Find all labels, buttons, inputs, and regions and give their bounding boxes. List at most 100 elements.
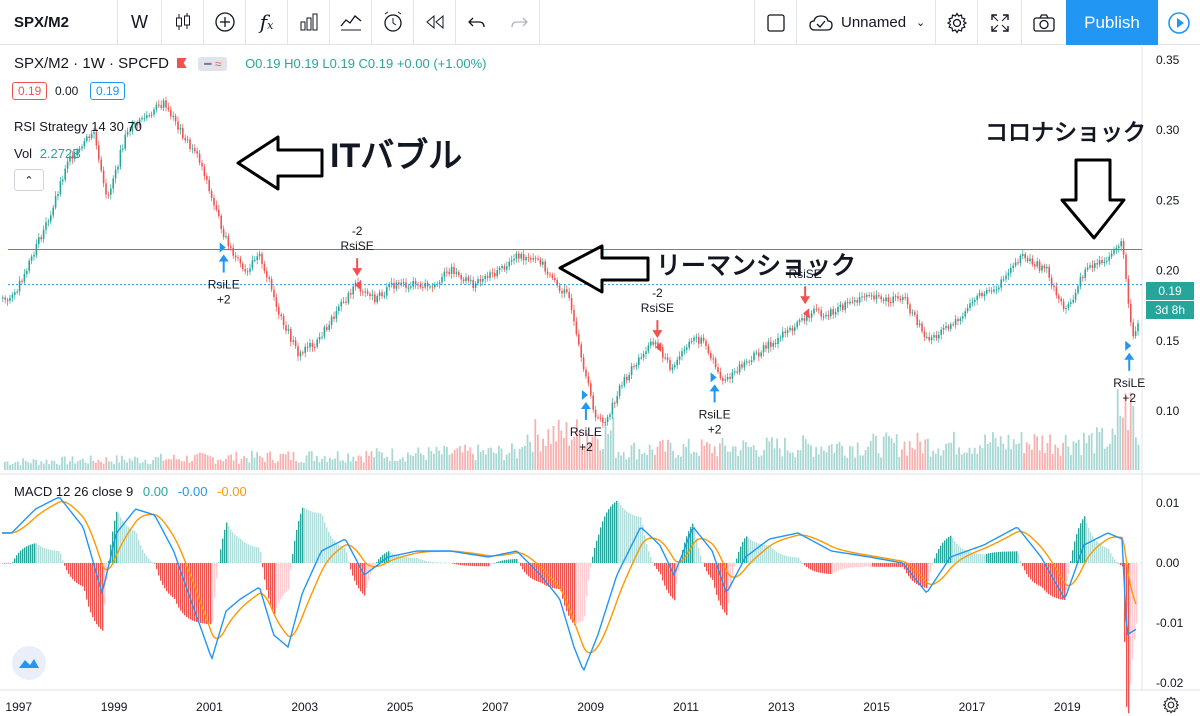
signal-label: RsiSE bbox=[788, 267, 821, 281]
volume-bar bbox=[895, 434, 898, 470]
histogram-bar bbox=[662, 563, 664, 581]
volume-bar bbox=[1041, 435, 1044, 470]
candle-body bbox=[743, 362, 746, 368]
histogram-bar bbox=[478, 563, 480, 567]
candle-body bbox=[786, 330, 789, 334]
volume-bar bbox=[919, 441, 921, 470]
volume-bar bbox=[11, 463, 14, 470]
histogram-bar bbox=[1010, 551, 1012, 563]
candle-body bbox=[1084, 269, 1086, 278]
histogram-bar bbox=[900, 563, 902, 567]
volume-bar bbox=[92, 460, 95, 470]
function-icon: fx bbox=[259, 10, 274, 34]
financials-button[interactable] bbox=[288, 0, 330, 45]
candle-body bbox=[803, 318, 806, 321]
volume-bar bbox=[518, 448, 521, 470]
histogram-bar bbox=[18, 552, 20, 563]
volume-bar bbox=[1098, 432, 1101, 470]
histogram-bar bbox=[846, 563, 848, 569]
histogram-bar bbox=[258, 547, 260, 563]
histogram-bar bbox=[80, 563, 82, 586]
price-tick-label: 0.25 bbox=[1156, 193, 1180, 207]
histogram-bar bbox=[542, 563, 544, 584]
fullscreen-button[interactable] bbox=[978, 0, 1022, 45]
indicators-button[interactable]: fx bbox=[246, 0, 288, 45]
histogram-bar bbox=[450, 562, 452, 564]
candle-body bbox=[738, 364, 741, 373]
candle-body bbox=[9, 297, 11, 301]
histogram-bar bbox=[294, 540, 296, 563]
volume-bar bbox=[869, 440, 872, 470]
redo-button[interactable] bbox=[498, 0, 540, 45]
candle-body bbox=[119, 149, 122, 167]
histogram-bar bbox=[690, 527, 692, 563]
collapse-legend-button[interactable]: ⌃ bbox=[14, 169, 44, 191]
signal-count: -2 bbox=[352, 224, 363, 238]
volume-bar bbox=[823, 450, 825, 470]
replay-button[interactable] bbox=[414, 0, 456, 45]
candle-body bbox=[30, 256, 33, 261]
histogram-bar bbox=[604, 516, 606, 563]
undo-button[interactable] bbox=[456, 0, 498, 45]
visibility-toggle[interactable]: ━ ≈ bbox=[198, 57, 228, 71]
histogram-bar bbox=[458, 563, 460, 565]
interval-button[interactable]: W bbox=[118, 0, 162, 45]
layout-name: Unnamed bbox=[841, 14, 907, 31]
replay-play-button[interactable] bbox=[1158, 0, 1200, 45]
tradingview-logo[interactable] bbox=[12, 646, 46, 680]
candle-body bbox=[676, 359, 678, 366]
volume-bar bbox=[214, 463, 217, 470]
histogram-bar bbox=[132, 529, 134, 563]
strategy-legend[interactable]: RSI Strategy 14 30 70 bbox=[14, 119, 142, 134]
histogram-bar bbox=[24, 547, 26, 563]
histogram-bar bbox=[142, 549, 144, 563]
ask-box[interactable]: 0.19 bbox=[89, 82, 126, 100]
legend-title[interactable]: SPX/M2 · 1W · SPCFD bbox=[14, 55, 170, 72]
fullscreen-layout-button[interactable] bbox=[754, 0, 797, 45]
publish-button[interactable]: Publish bbox=[1066, 0, 1158, 45]
macd-tick-label: -0.02 bbox=[1156, 676, 1184, 690]
volume-bar bbox=[310, 451, 313, 470]
candle-body bbox=[263, 264, 266, 272]
histogram-bar bbox=[96, 563, 98, 625]
volume-bar bbox=[945, 443, 947, 470]
histogram-bar bbox=[738, 551, 740, 563]
histogram-bar bbox=[408, 557, 410, 563]
annotation-lehman[interactable]: リーマンショック bbox=[656, 252, 857, 280]
histogram-bar bbox=[184, 563, 186, 616]
histogram-bar bbox=[102, 563, 104, 631]
histogram-bar bbox=[594, 547, 596, 563]
volume-bar bbox=[877, 453, 880, 470]
volume-bar bbox=[625, 459, 628, 470]
candle-body bbox=[71, 155, 74, 159]
layout-menu-button[interactable]: Unnamed ⌄ bbox=[796, 0, 936, 45]
chart-style-button[interactable] bbox=[162, 0, 204, 45]
settings-button[interactable] bbox=[936, 0, 978, 45]
histogram-bar bbox=[672, 563, 674, 599]
bid-box[interactable]: 0.19 bbox=[12, 82, 48, 100]
snapshot-button[interactable] bbox=[1022, 0, 1066, 45]
compare-button[interactable] bbox=[204, 0, 246, 45]
candle-body bbox=[170, 109, 172, 117]
axis-settings-button[interactable] bbox=[1160, 694, 1182, 716]
histogram-bar bbox=[384, 553, 386, 563]
histogram-bar bbox=[244, 542, 246, 563]
symbol-search-button[interactable]: SPX/M2 bbox=[0, 0, 118, 45]
templates-button[interactable] bbox=[330, 0, 372, 45]
price-tick-label: 0.10 bbox=[1156, 404, 1180, 418]
volume-legend[interactable]: Vol 2.272B bbox=[14, 146, 81, 161]
volume-bar bbox=[414, 453, 417, 470]
histogram-bar bbox=[836, 563, 838, 572]
alert-button[interactable] bbox=[372, 0, 414, 45]
price-tick-label: 0.15 bbox=[1156, 334, 1180, 348]
macd-tick-label: 0.01 bbox=[1156, 496, 1180, 510]
annotation-it-bubble[interactable]: ITバブル bbox=[330, 137, 463, 175]
time-tick-label: 1997 bbox=[5, 700, 32, 714]
macd-legend[interactable]: MACD 12 26 close 9 0.00 -0.00 -0.00 bbox=[14, 484, 247, 499]
candle-body bbox=[722, 377, 724, 381]
volume-bar bbox=[906, 455, 908, 470]
volume-bar bbox=[607, 434, 609, 470]
candle-body bbox=[134, 122, 136, 124]
annotation-corona[interactable]: コロナショック bbox=[985, 119, 1146, 145]
